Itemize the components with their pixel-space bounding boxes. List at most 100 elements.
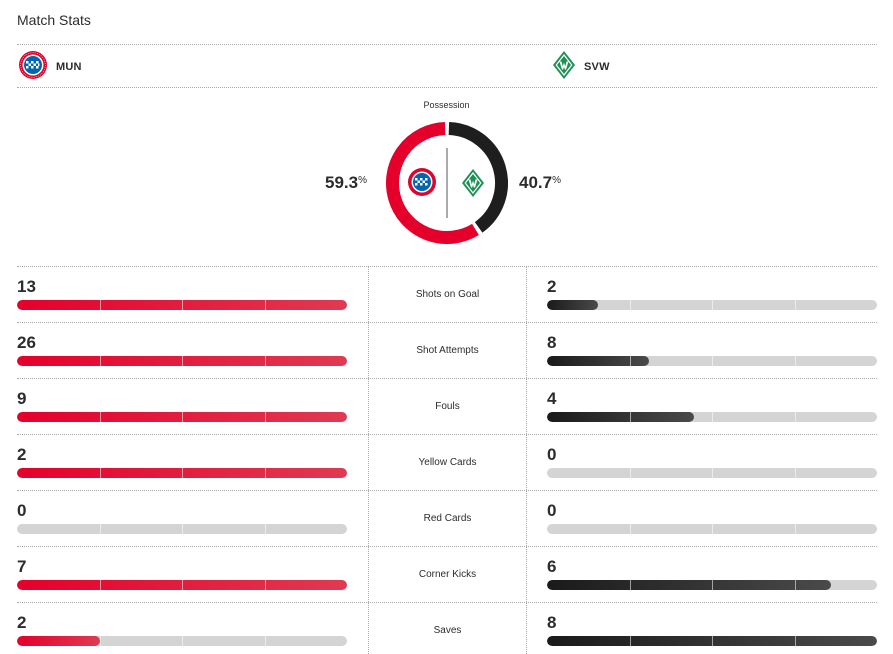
bayern-badge-icon bbox=[18, 50, 48, 85]
column-divider bbox=[526, 435, 527, 490]
stat-row: 26 Shot Attempts 8 bbox=[17, 322, 877, 378]
bar-segment-divider bbox=[265, 468, 266, 478]
column-divider bbox=[526, 491, 527, 546]
away-stat-value: 8 bbox=[547, 333, 557, 352]
bar-segment-divider bbox=[630, 300, 631, 310]
home-possession-arc bbox=[386, 122, 479, 244]
stat-label: Yellow Cards bbox=[418, 457, 477, 468]
stat-row: 9 Fouls 4 bbox=[17, 378, 877, 434]
bar-segment-divider bbox=[795, 356, 796, 366]
away-stat-bar bbox=[547, 580, 877, 590]
home-stat-value: 26 bbox=[17, 333, 36, 352]
bar-segment-divider bbox=[182, 412, 183, 422]
bar-segment-divider bbox=[630, 524, 631, 534]
column-divider bbox=[368, 267, 369, 322]
bar-segment-divider bbox=[630, 356, 631, 366]
away-stat-value: 0 bbox=[547, 445, 557, 464]
bar-segment-divider bbox=[630, 636, 631, 646]
column-divider bbox=[368, 547, 369, 602]
bar-segment-divider bbox=[265, 524, 266, 534]
bar-segment-divider bbox=[182, 580, 183, 590]
away-stat-bar bbox=[547, 468, 877, 478]
bar-segment-divider bbox=[182, 524, 183, 534]
bayern-badge-icon bbox=[408, 168, 436, 196]
stat-label: Shots on Goal bbox=[415, 289, 480, 300]
bar-segment-divider bbox=[100, 580, 101, 590]
away-stat-bar-fill bbox=[547, 580, 831, 590]
column-divider bbox=[368, 603, 369, 654]
bar-segment-divider bbox=[100, 356, 101, 366]
away-stat-value: 6 bbox=[547, 557, 557, 576]
divider bbox=[17, 44, 877, 45]
bar-segment-divider bbox=[795, 300, 796, 310]
bar-segment-divider bbox=[795, 636, 796, 646]
home-stat-bar bbox=[17, 636, 347, 646]
bar-segment-divider bbox=[712, 356, 713, 366]
stat-row: 2 Yellow Cards 0 bbox=[17, 434, 877, 490]
bar-segment-divider bbox=[630, 580, 631, 590]
home-stat-bar bbox=[17, 580, 347, 590]
away-team-abbr: SVW bbox=[584, 61, 610, 73]
bar-segment-divider bbox=[795, 524, 796, 534]
bar-segment-divider bbox=[712, 468, 713, 478]
bar-segment-divider bbox=[630, 412, 631, 422]
away-stat-bar-fill bbox=[547, 300, 599, 310]
away-stat-bar bbox=[547, 524, 877, 534]
home-stat-bar bbox=[17, 356, 347, 366]
column-divider bbox=[526, 603, 527, 654]
home-stat-bar bbox=[17, 468, 347, 478]
column-divider bbox=[368, 323, 369, 378]
away-stat-bar bbox=[547, 356, 877, 366]
column-divider bbox=[526, 547, 527, 602]
bar-segment-divider bbox=[182, 636, 183, 646]
away-stat-value: 8 bbox=[547, 613, 557, 632]
bar-segment-divider bbox=[182, 468, 183, 478]
home-team[interactable]: MUN bbox=[18, 50, 82, 85]
bar-segment-divider bbox=[182, 356, 183, 366]
column-divider bbox=[526, 323, 527, 378]
column-divider bbox=[526, 379, 527, 434]
home-stat-value: 2 bbox=[17, 445, 27, 464]
bar-segment-divider bbox=[100, 524, 101, 534]
away-possession-arc bbox=[448, 122, 508, 233]
home-stat-value: 2 bbox=[17, 613, 27, 632]
away-stat-bar-fill bbox=[547, 356, 650, 366]
away-stat-bar-fill bbox=[547, 412, 694, 422]
bar-segment-divider bbox=[265, 636, 266, 646]
column-divider bbox=[368, 435, 369, 490]
bar-segment-divider bbox=[712, 300, 713, 310]
away-stat-value: 0 bbox=[547, 501, 557, 520]
werder-badge-icon bbox=[462, 169, 484, 197]
bar-segment-divider bbox=[100, 300, 101, 310]
stat-label: Saves bbox=[433, 625, 462, 636]
divider bbox=[17, 87, 877, 88]
bar-segment-divider bbox=[795, 468, 796, 478]
home-stat-bar-fill bbox=[17, 636, 100, 646]
bar-segment-divider bbox=[265, 580, 266, 590]
bar-segment-divider bbox=[182, 300, 183, 310]
stat-row: 13 Shots on Goal 2 bbox=[17, 266, 877, 322]
home-stat-value: 13 bbox=[17, 277, 36, 296]
bar-segment-divider bbox=[712, 636, 713, 646]
home-stat-value: 9 bbox=[17, 389, 27, 408]
column-divider bbox=[526, 267, 527, 322]
bar-segment-divider bbox=[100, 636, 101, 646]
home-stat-bar bbox=[17, 412, 347, 422]
away-stat-bar bbox=[547, 636, 877, 646]
home-stat-bar bbox=[17, 524, 347, 534]
home-stat-value: 7 bbox=[17, 557, 27, 576]
away-team[interactable]: SVW bbox=[552, 50, 610, 85]
home-stat-value: 0 bbox=[17, 501, 27, 520]
match-stats-title: Match Stats bbox=[17, 12, 91, 28]
bar-segment-divider bbox=[630, 468, 631, 478]
home-possession-value: 59.3% bbox=[325, 173, 367, 192]
away-stat-bar bbox=[547, 412, 877, 422]
stat-label: Red Cards bbox=[423, 513, 472, 524]
bar-segment-divider bbox=[712, 412, 713, 422]
bar-segment-divider bbox=[100, 412, 101, 422]
stat-label: Shot Attempts bbox=[416, 345, 479, 356]
werder-badge-icon bbox=[552, 50, 576, 85]
column-divider bbox=[368, 379, 369, 434]
away-possession-value: 40.7% bbox=[519, 173, 561, 192]
column-divider bbox=[368, 491, 369, 546]
